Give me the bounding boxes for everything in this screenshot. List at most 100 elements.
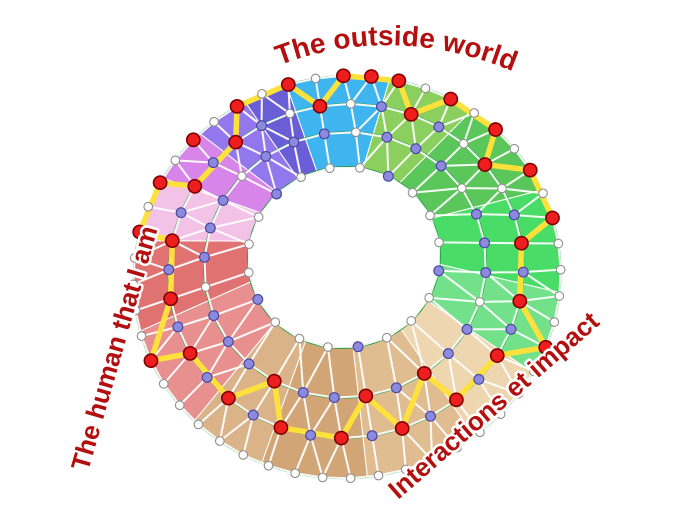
node-white-r0-28[interactable] — [263, 460, 274, 471]
node-red-r1-0[interactable] — [312, 98, 328, 114]
node-white-r0-46[interactable] — [257, 89, 267, 99]
node-white-r0-40[interactable] — [143, 201, 154, 212]
node-red-r0-43[interactable] — [185, 132, 201, 148]
node-white-r0-0[interactable] — [310, 73, 321, 84]
node-purple-r1-8[interactable] — [508, 209, 520, 221]
node-red-r0-47[interactable] — [280, 77, 296, 92]
node-purple-r2-13[interactable] — [390, 382, 402, 394]
node-purple-r2-24[interactable] — [217, 194, 229, 206]
node-white-r0-8[interactable] — [509, 143, 520, 154]
node-purple-r1-4[interactable] — [433, 121, 445, 133]
node-white-r1-5[interactable] — [458, 138, 469, 149]
node-white-r0-32[interactable] — [174, 400, 185, 411]
node-purple-r2-19[interactable] — [222, 336, 234, 348]
node-white-r0-36[interactable] — [130, 305, 141, 316]
node-white-r3-9[interactable] — [381, 332, 392, 343]
node-red-r2-17[interactable] — [266, 373, 282, 389]
node-white-r0-31[interactable] — [193, 419, 204, 430]
node-white-r2-21[interactable] — [200, 282, 211, 292]
node-white-r3-16[interactable] — [244, 239, 254, 249]
node-purple-r1-24[interactable] — [201, 371, 213, 383]
node-white-r0-27[interactable] — [290, 468, 301, 479]
node-white-r3-8[interactable] — [406, 316, 417, 326]
node-red-r1-27[interactable] — [163, 291, 179, 307]
node-purple-r2-10[interactable] — [461, 323, 473, 335]
node-white-r0-35[interactable] — [136, 331, 147, 341]
node-purple-r2-11[interactable] — [442, 348, 454, 360]
node-red-r2-12[interactable] — [416, 365, 432, 381]
node-red-r0-1[interactable] — [335, 68, 351, 84]
node-purple-r2-7[interactable] — [479, 237, 491, 249]
node-white-r1-7[interactable] — [497, 183, 507, 194]
node-red-r1-29[interactable] — [164, 233, 180, 249]
node-purple-r3-6[interactable] — [433, 265, 445, 277]
node-white-r0-23[interactable] — [400, 464, 411, 475]
node-purple-r1-16[interactable] — [425, 410, 437, 422]
node-red-r1-13[interactable] — [489, 348, 505, 363]
node-purple-r1-28[interactable] — [163, 264, 175, 276]
node-purple-r2-4[interactable] — [435, 160, 447, 172]
node-white-r0-22[interactable] — [427, 455, 437, 465]
node-purple-r1-12[interactable] — [505, 323, 517, 335]
node-purple-r2-18[interactable] — [243, 358, 255, 370]
node-white-r1-35[interactable] — [285, 108, 295, 119]
node-purple-r1-30[interactable] — [175, 207, 187, 219]
node-purple-r1-22[interactable] — [247, 409, 259, 421]
node-white-r3-11[interactable] — [323, 342, 333, 352]
node-purple-r3-18[interactable] — [271, 188, 283, 200]
node-white-r0-6[interactable] — [469, 108, 480, 118]
node-white-r0-44[interactable] — [209, 116, 219, 127]
node-purple-r1-26[interactable] — [172, 321, 184, 333]
node-white-r0-15[interactable] — [549, 317, 560, 327]
node-purple-r1-18[interactable] — [366, 430, 378, 442]
node-purple-r2-16[interactable] — [297, 387, 309, 399]
node-red-r0-2[interactable] — [363, 69, 379, 84]
node-red-r1-9[interactable] — [514, 235, 529, 251]
node-white-r3-19[interactable] — [296, 172, 306, 183]
node-white-r0-42[interactable] — [170, 155, 181, 166]
node-white-r0-30[interactable] — [214, 436, 225, 446]
node-white-r3-4[interactable] — [425, 210, 435, 221]
node-white-r3-5[interactable] — [434, 237, 444, 248]
node-red-r0-7[interactable] — [488, 122, 503, 137]
node-red-r0-5[interactable] — [443, 91, 459, 107]
node-purple-r2-27[interactable] — [288, 136, 300, 148]
node-purple-r2-20[interactable] — [208, 310, 220, 322]
node-red-r1-15[interactable] — [448, 392, 464, 408]
node-red-r1-25[interactable] — [182, 345, 198, 361]
node-white-r3-17[interactable] — [253, 212, 264, 222]
node-purple-r2-6[interactable] — [470, 208, 482, 220]
node-red-r0-9[interactable] — [522, 162, 538, 178]
node-red-r0-39[interactable] — [132, 224, 148, 240]
node-white-r0-14[interactable] — [554, 291, 565, 301]
node-red-r1-17[interactable] — [394, 421, 410, 436]
node-white-r0-18[interactable] — [513, 388, 524, 399]
node-purple-r3-14[interactable] — [252, 293, 264, 305]
node-purple-r2-23[interactable] — [204, 222, 216, 234]
node-purple-r2-8[interactable] — [480, 267, 492, 279]
node-white-r0-38[interactable] — [129, 253, 140, 263]
node-red-r0-3[interactable] — [391, 73, 407, 89]
node-white-r0-19[interactable] — [495, 409, 506, 420]
node-red-r0-45[interactable] — [229, 98, 245, 114]
node-white-r3-1[interactable] — [355, 162, 365, 173]
node-purple-r2-26[interactable] — [260, 150, 272, 162]
node-white-r0-37[interactable] — [128, 279, 139, 290]
node-white-r2-1[interactable] — [351, 127, 361, 138]
node-red-r0-34[interactable] — [143, 353, 159, 369]
node-white-r0-33[interactable] — [158, 379, 169, 389]
node-white-r3-3[interactable] — [407, 187, 418, 198]
node-white-r3-12[interactable] — [294, 333, 305, 344]
node-red-r1-31[interactable] — [187, 178, 203, 194]
node-white-r0-29[interactable] — [238, 450, 249, 460]
node-purple-r1-34[interactable] — [256, 120, 268, 132]
node-purple-r2-22[interactable] — [198, 251, 210, 263]
node-white-r2-9[interactable] — [474, 296, 485, 307]
node-white-r0-13[interactable] — [555, 264, 566, 275]
node-purple-r3-10[interactable] — [352, 341, 364, 353]
node-purple-r2-3[interactable] — [410, 143, 422, 155]
node-purple-r1-2[interactable] — [375, 101, 387, 113]
node-red-r1-23[interactable] — [220, 390, 236, 406]
node-white-r0-20[interactable] — [475, 427, 485, 438]
node-red-r2-14[interactable] — [358, 388, 374, 404]
